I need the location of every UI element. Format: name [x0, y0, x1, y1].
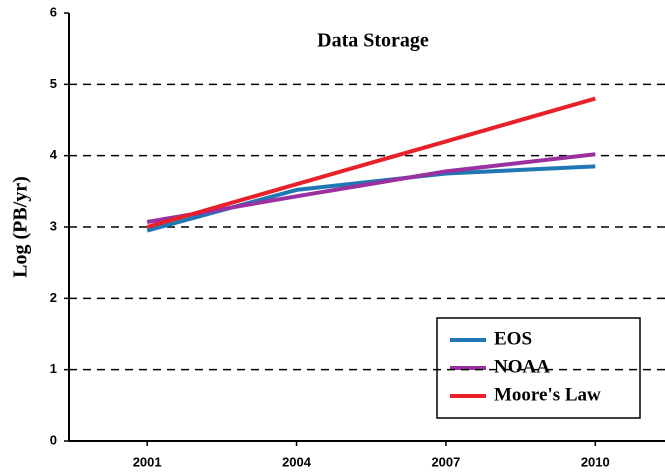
series-line [146, 164, 596, 233]
y-tick-label: 3 [50, 218, 57, 233]
y-tick-label: 5 [50, 76, 57, 91]
series-line [146, 96, 596, 229]
y-tick-label: 4 [50, 147, 58, 162]
legend: EOS NOAA Moore's Law [436, 317, 641, 419]
x-tick-label: 2001 [133, 454, 162, 469]
y-tick-label: 2 [50, 290, 57, 305]
x-tick-label: 2007 [431, 454, 460, 469]
y-tick-label: 1 [50, 361, 57, 376]
y-tick-label: 6 [50, 4, 57, 19]
series-line [146, 152, 596, 224]
chart-title: Data Storage [317, 30, 429, 52]
x-tick-label: 2010 [581, 454, 610, 469]
legend-label: EOS [494, 328, 532, 349]
legend-label: Moore's Law [494, 384, 601, 405]
y-tick-label: 0 [50, 432, 57, 447]
legend-label: NOAA [494, 356, 550, 377]
y-axis-label: Log (PB/yr) [10, 176, 32, 278]
x-tick-label: 2004 [282, 454, 312, 469]
